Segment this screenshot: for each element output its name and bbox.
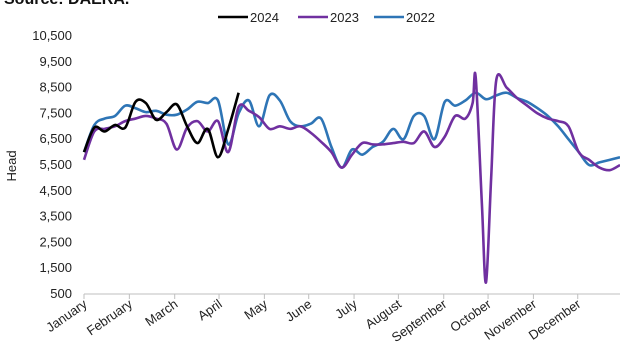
y-tick-label: 500 xyxy=(50,286,72,301)
series-lines xyxy=(82,71,620,284)
series-line-2022 xyxy=(82,91,620,169)
legend-label-2024: 2024 xyxy=(250,10,279,25)
x-tick-label: June xyxy=(283,296,315,324)
x-tick-label: February xyxy=(84,296,136,338)
chart-legend: 2024 2023 2022 xyxy=(218,10,435,25)
y-tick-label: 4,500 xyxy=(39,183,72,198)
series-line-2024 xyxy=(82,92,240,159)
y-tick-label: 7,500 xyxy=(39,105,72,120)
source-label: Source: DAERA. xyxy=(4,0,129,8)
y-tick-label: 9,500 xyxy=(39,54,72,69)
y-tick-label: 6,500 xyxy=(39,131,72,146)
axes xyxy=(83,293,620,299)
y-axis-ticks: 10,500 9,500 8,500 7,500 6,500 5,500 4,500 3,50… xyxy=(32,28,72,301)
y-tick-label: 2,500 xyxy=(39,234,72,249)
x-tick-label: May xyxy=(241,296,270,323)
y-tick-label: 3,500 xyxy=(39,209,72,224)
x-tick-label: March xyxy=(142,296,180,329)
legend-label-2023: 2023 xyxy=(330,10,359,25)
legend-label-2022: 2022 xyxy=(406,10,435,25)
y-tick-label: 1,500 xyxy=(39,260,72,275)
x-tick-label: July xyxy=(332,296,360,322)
x-tick-label: April xyxy=(195,296,225,323)
y-tick-label: 8,500 xyxy=(39,80,72,95)
x-tick-label: January xyxy=(43,296,90,335)
y-tick-label: 5,500 xyxy=(39,157,72,172)
y-tick-label: 10,500 xyxy=(32,28,72,43)
series-line-2023 xyxy=(82,71,620,284)
y-axis-label: Head xyxy=(4,150,19,181)
